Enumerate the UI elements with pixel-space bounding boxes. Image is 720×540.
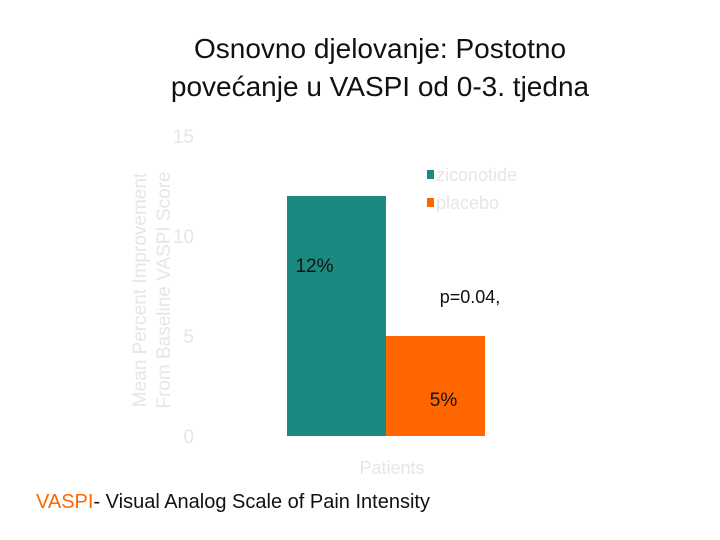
legend-label-ziconotide: ziconotide [436,165,517,185]
footnote-text: - Visual Analog Scale of Pain Intensity [93,491,430,513]
data-label-placebo: 5% [430,390,458,411]
y-axis-label: Mean Percent Improvement From Baseline VA… [130,171,175,408]
bars: 12% 5% [287,196,485,436]
data-label-ziconotide: 12% [295,256,333,277]
y-tick-label: 0 [183,427,194,448]
legend: ziconotide placebo [427,165,517,213]
legend-label-placebo: placebo [436,193,499,213]
y-tick-label: 15 [173,127,194,148]
footnote: VASPI- Visual Analog Scale of Pain Inten… [36,491,430,514]
chart-title: Osnovno djelovanje: Postotno povećanje u… [90,30,670,106]
y-axis-label-line: From Baseline VASPI Score [154,171,175,408]
chart-title-line-1: Osnovno djelovanje: Postotno [193,33,567,64]
footnote-acronym: VASPI [36,491,94,513]
y-tick-label: 10 [173,227,194,248]
chart-title-line-2: povećanje u VASPI od 0-3. tjedna [170,71,590,102]
y-tick-label: 5 [183,327,194,348]
x-axis-label: Patients [359,458,424,478]
bar-placebo [386,336,485,436]
p-value-annotation: p=0.04, [440,287,501,307]
bar-ziconotide [287,196,386,436]
legend-swatch-placebo [427,198,434,207]
legend-swatch-ziconotide [427,170,434,179]
y-axis-ticks: 0 5 10 15 [173,127,194,448]
y-axis-label-line: Mean Percent Improvement [130,172,151,407]
